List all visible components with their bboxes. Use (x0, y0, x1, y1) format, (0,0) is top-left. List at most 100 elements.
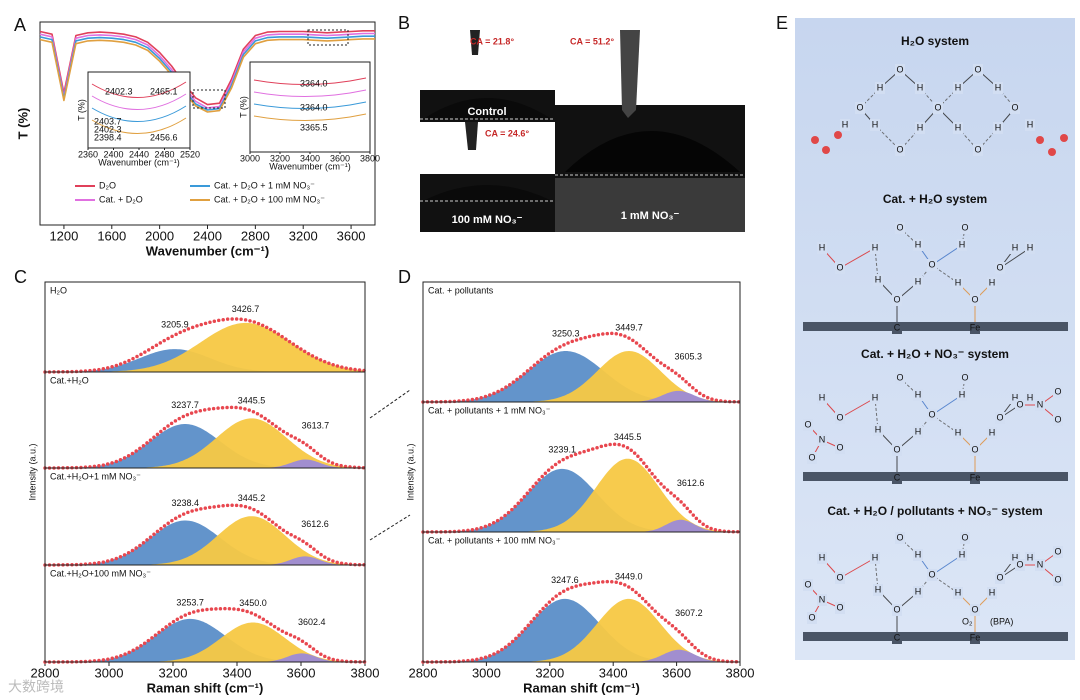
atom-bg (892, 604, 902, 616)
x-tick-label: 2000 (145, 228, 174, 243)
y-axis-title: T (%) (15, 108, 30, 140)
inset-x-tick-label: 2480 (154, 149, 174, 159)
catalyst-surface (803, 632, 1068, 641)
atom: H (819, 392, 826, 402)
atom: Fe (970, 472, 981, 482)
inset-x-tick-label: 3400 (300, 153, 320, 163)
atom: H (917, 82, 924, 92)
fitted-peak (45, 459, 365, 468)
atom: O (971, 444, 978, 454)
atom-bg (817, 552, 827, 564)
atom: N (1037, 399, 1044, 409)
atom: H (955, 277, 962, 287)
atom-bg (835, 442, 845, 454)
contact-angle: CA = 24.6° (485, 128, 529, 138)
envelope (43, 503, 367, 567)
atom: H (959, 239, 966, 249)
atom-bg (970, 604, 980, 616)
atom: H (872, 552, 879, 562)
atom: O (996, 412, 1003, 422)
atom-bg (1053, 546, 1063, 558)
atom: H (959, 549, 966, 559)
inset-curve (91, 81, 187, 98)
needle (465, 122, 478, 150)
atom: H (955, 122, 962, 132)
atom: O (836, 262, 843, 272)
atom-bg (913, 276, 923, 288)
atom-bg (933, 102, 943, 114)
atom: O (836, 412, 843, 422)
atom-bg (960, 532, 970, 544)
atom-bg (803, 419, 813, 431)
x-tick-label: 3800 (726, 665, 755, 680)
atom-bg (953, 122, 963, 134)
x-tick-label: 3200 (159, 665, 188, 680)
atom: H (955, 427, 962, 437)
atom-bg (987, 277, 997, 289)
peak-label: 3607.2 (675, 608, 703, 618)
inset-x-tick-label: 3600 (330, 153, 350, 163)
atom: O (1054, 414, 1061, 424)
bond (917, 574, 933, 593)
atom: O (961, 222, 968, 232)
atom-bg (957, 239, 967, 251)
atom-bg (995, 572, 1005, 584)
atom-bg (970, 322, 980, 334)
contact-angle: CA = 21.8° (470, 36, 514, 46)
atom-bg (1053, 386, 1063, 398)
atom: O (974, 144, 981, 154)
peak-label: 3449.7 (615, 322, 643, 332)
atom-bg (913, 549, 923, 561)
subplot-frame (422, 531, 741, 663)
atom: H (872, 242, 879, 252)
fitted-peak (45, 424, 365, 468)
photo-sky (420, 122, 555, 174)
bond (839, 557, 876, 579)
peak-label: 3445.5 (238, 395, 266, 405)
atom: H (915, 276, 922, 286)
ftir-line (39, 30, 375, 106)
atom: H (1027, 552, 1034, 562)
atom: H (819, 552, 826, 562)
atom: H (989, 277, 996, 287)
atom: H (872, 119, 879, 129)
atom-bg (870, 242, 880, 254)
inset-peak-label: 2403.7 (94, 116, 122, 126)
peak-label: 3449.0 (615, 571, 643, 581)
atom-bg (993, 82, 1003, 94)
atom: C (894, 632, 901, 642)
x-tick-label: 3400 (223, 665, 252, 680)
inset-x-tick-label: 2360 (78, 149, 98, 159)
atom: C (894, 322, 901, 332)
link-arrow (369, 514, 411, 541)
system-title: H₂O system (901, 34, 969, 48)
atom-bg (1025, 119, 1035, 131)
atom-bg (873, 424, 883, 436)
atom: H (915, 549, 922, 559)
peak-label: 3450.0 (239, 598, 267, 608)
atom-bg (870, 552, 880, 564)
inset-curve (253, 89, 367, 98)
atom: H (1027, 242, 1034, 252)
fitted-peak (45, 622, 365, 662)
atom-bg (835, 262, 845, 274)
fitted-peak (423, 649, 740, 662)
atom: O (961, 372, 968, 382)
fitted-peak (45, 556, 365, 565)
atom-bg (1015, 399, 1025, 411)
ftir-line (39, 35, 375, 111)
inset-curve (253, 101, 367, 110)
atom: O (996, 262, 1003, 272)
atom: Fe (970, 322, 981, 332)
atom: H (842, 119, 849, 129)
atom-bg (960, 222, 970, 234)
subplot-label: Cat. + pollutants + 1 mM NO₃⁻ (428, 405, 551, 415)
fitted-peak (45, 418, 365, 468)
inset-peak-label: 2456.6 (150, 132, 178, 142)
atom: N (819, 594, 826, 604)
atom-bg (970, 632, 980, 644)
atom: H (1012, 392, 1019, 402)
atom: O (896, 372, 903, 382)
fitted-peak (423, 351, 740, 402)
atom: N (1037, 559, 1044, 569)
